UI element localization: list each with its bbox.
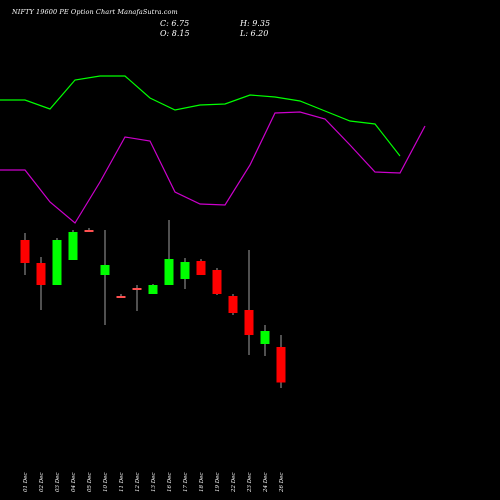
x-tick-label: 10 Dec <box>103 473 109 493</box>
x-tick-label: 04 Dec <box>71 473 77 493</box>
candle-body <box>212 270 222 294</box>
x-tick-label: 23 Dec <box>247 473 253 494</box>
x-tick-label: 19 Dec <box>215 473 221 493</box>
candle-body <box>68 232 78 260</box>
x-tick-label: 11 Dec <box>119 473 125 493</box>
candle-body <box>20 240 30 263</box>
lower-band-line <box>0 111 426 224</box>
x-tick-label: 24 Dec <box>263 473 269 494</box>
candle-body <box>116 296 126 298</box>
candle-body <box>132 288 142 290</box>
chart-title: NIFTY 19600 PE Option Chart ManafaSutra.… <box>12 8 178 16</box>
candle-body <box>36 263 46 285</box>
high-value: H: 9.35 <box>240 19 271 28</box>
x-tick-label: 03 Dec <box>55 473 61 493</box>
x-tick-label: 16 Dec <box>167 473 173 493</box>
open-value: O: 8.15 <box>160 29 190 38</box>
x-tick-label: 13 Dec <box>151 473 157 493</box>
candle-body <box>84 230 94 232</box>
x-tick-label: 01 Dec <box>23 473 29 493</box>
x-tick-label: 22 Dec <box>231 473 237 494</box>
x-tick-label: 12 Dec <box>135 473 141 493</box>
candle-body <box>100 265 110 275</box>
candle-body <box>148 285 158 294</box>
candle-body <box>244 310 254 335</box>
x-tick-label: 02 Dec <box>39 473 45 493</box>
candle-body <box>276 347 286 383</box>
candle-body <box>228 296 238 313</box>
candle-body <box>180 262 190 279</box>
candle-body <box>52 240 62 285</box>
x-tick-label: 05 Dec <box>87 473 93 493</box>
x-tick-label: 26 Dec <box>279 473 285 494</box>
candle-body <box>196 261 206 275</box>
close-value: C: 6.75 <box>160 19 190 28</box>
candle-body <box>260 331 270 344</box>
candle-body <box>164 259 174 285</box>
x-tick-label: 18 Dec <box>199 473 205 493</box>
low-value: L: 6.20 <box>240 29 269 38</box>
x-tick-label: 17 Dec <box>183 473 189 493</box>
upper-band-line <box>0 75 401 157</box>
